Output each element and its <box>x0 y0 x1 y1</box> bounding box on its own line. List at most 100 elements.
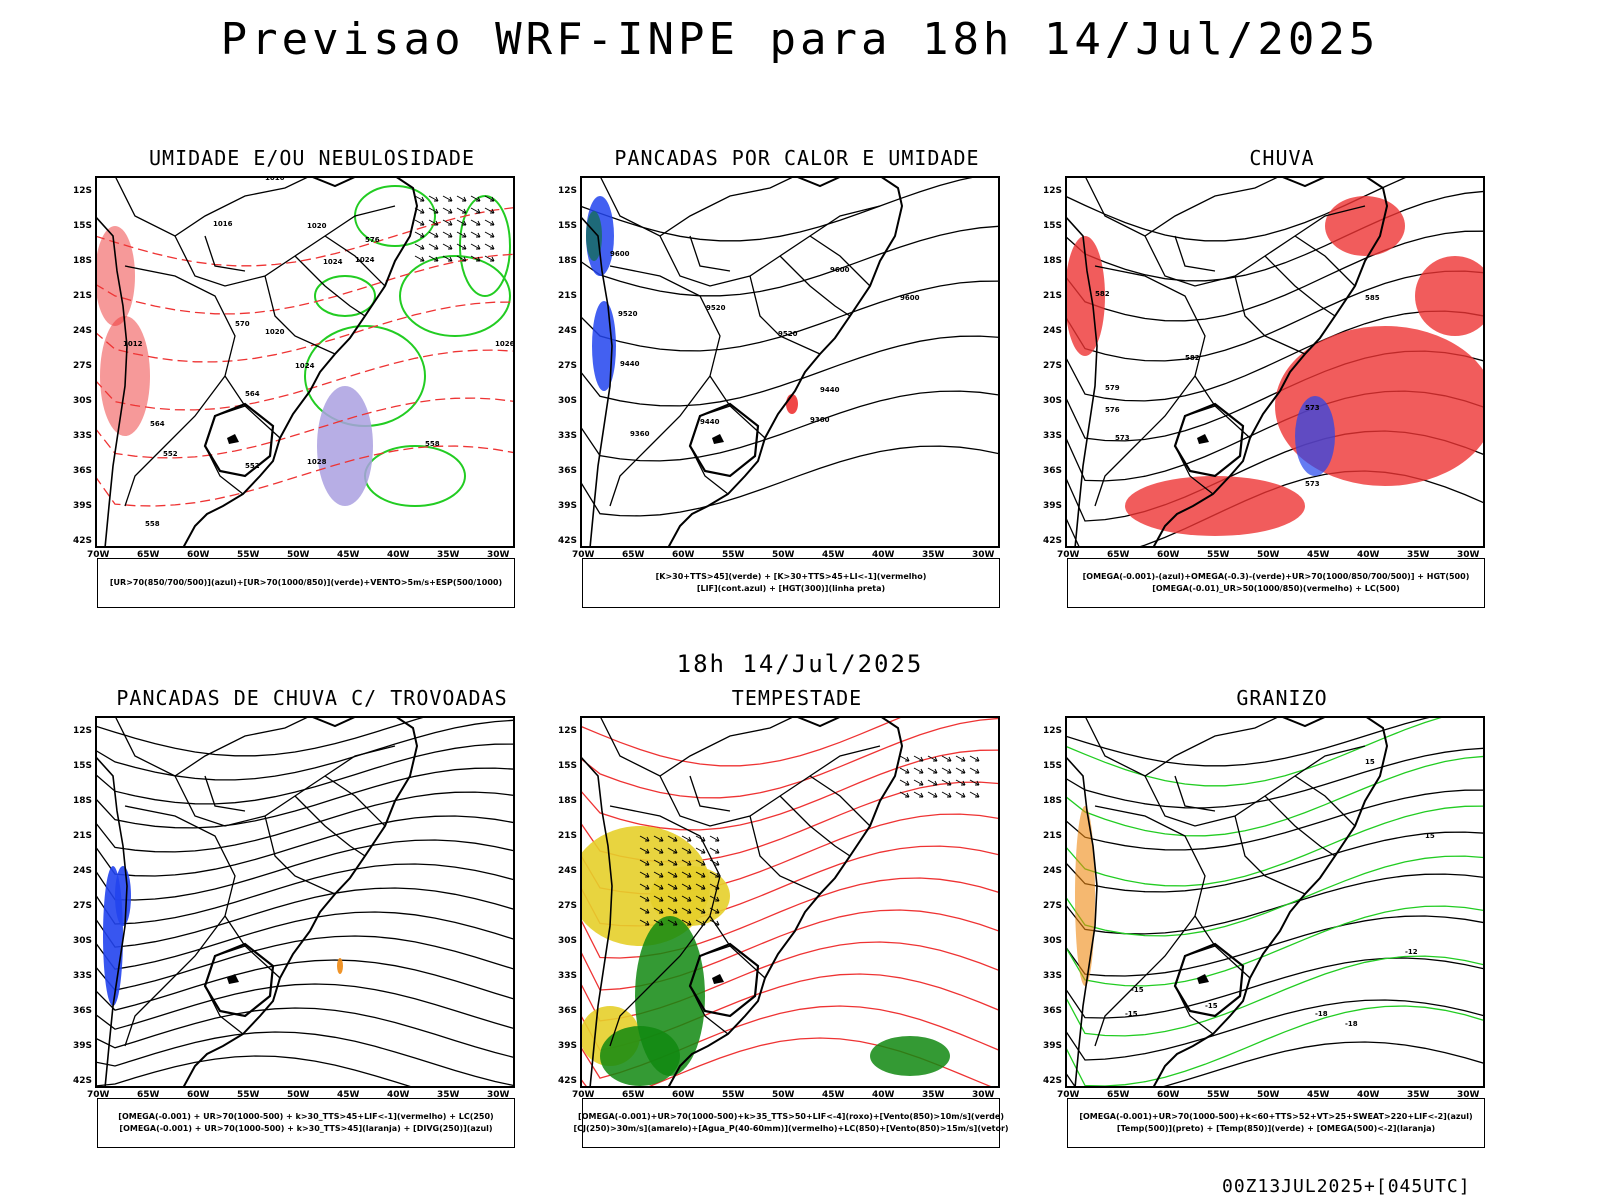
contour-label: 585 <box>1365 294 1380 302</box>
lon-tick-label: 70W <box>87 550 110 560</box>
contour-label: 9520 <box>706 304 726 312</box>
lat-tick-label: 36S <box>73 1006 93 1016</box>
lat-tick-label: 39S <box>1043 501 1063 511</box>
contour-label: 564 <box>245 390 260 398</box>
contour-label: 582 <box>1095 290 1110 298</box>
contour-label: -18 <box>1345 1020 1358 1028</box>
contour-label: 9360 <box>810 416 830 424</box>
contour-label: 1016 <box>213 220 233 228</box>
lon-tick-label: 45W <box>337 1090 360 1100</box>
contour-label: 9520 <box>618 310 638 318</box>
contour-label: 9600 <box>900 294 920 302</box>
contour-label: 1026 <box>495 340 515 348</box>
lat-tick-label: 24S <box>558 866 578 876</box>
lat-tick-label: 39S <box>73 501 93 511</box>
panel-title: TEMPESTADE <box>731 686 863 710</box>
lon-tick-label: 55W <box>1207 550 1230 560</box>
lat-tick-label: 24S <box>1043 866 1063 876</box>
lon-tick-label: 55W <box>1207 1090 1230 1100</box>
lat-tick-label: 12S <box>558 186 578 196</box>
lon-tick-label: 40W <box>872 1090 895 1100</box>
lat-tick-label: 30S <box>73 396 93 406</box>
contour-label: 570 <box>235 320 250 328</box>
contour-label: 573 <box>1305 480 1320 488</box>
legend-line: [OMEGA(-0.01)_UR>50(1000/850)(vermelho) … <box>1152 584 1400 593</box>
lat-tick-label: 24S <box>73 326 93 336</box>
lat-tick-label: 30S <box>1043 936 1063 946</box>
contour-label: -18 <box>1315 1010 1328 1018</box>
contour-label: 1028 <box>307 458 327 466</box>
lat-tick-label: 30S <box>558 936 578 946</box>
contour-label: 9520 <box>778 330 798 338</box>
lat-tick-label: 36S <box>558 466 578 476</box>
lon-tick-label: 60W <box>672 550 695 560</box>
lon-tick-label: 50W <box>287 550 310 560</box>
lon-tick-label: 55W <box>237 550 260 560</box>
contour-label: 576 <box>365 236 380 244</box>
map-granizo: -15 -12 -18 -18 -15 -15 15 15 12S 15S 18S 21S 24S 27S… <box>1043 716 1485 1100</box>
contour-label: 9600 <box>610 250 630 258</box>
legend-box: [K>30+TTS>45](verde) + [K>30+TTS>45+LI<-… <box>582 558 1000 608</box>
lon-tick-label: 30W <box>972 550 995 560</box>
contour-label: -15 <box>1131 986 1144 994</box>
lat-tick-label: 27S <box>73 901 93 911</box>
map-umidade: 1016 1016 1020 1024 1024 1020 1024 1028 1026 1012… <box>73 176 515 560</box>
contour-label: -15 <box>1125 1010 1138 1018</box>
panel-granizo: GRANIZO -15 -12 -18 -18 -15 -15 15 15 12S 15S 18S 2… <box>1043 686 1517 1166</box>
lon-tick-label: 65W <box>622 550 645 560</box>
panel-tempestade: TEMPESTADE 12S 15S 18S 21S 24S 27S 30S 33S 36S 39… <box>558 686 1032 1166</box>
map-canvas: 1016 1016 1020 1024 1024 1020 1024 1028 1026 1012… <box>95 176 515 548</box>
contour-label: -12 <box>1405 948 1418 956</box>
lat-tick-label: 39S <box>1043 1041 1063 1051</box>
contour-label: 1024 <box>295 362 315 370</box>
lon-tick-label: 45W <box>1307 1090 1330 1100</box>
lat-tick-label: 21S <box>558 291 578 301</box>
lon-tick-label: 45W <box>337 550 360 560</box>
lon-tick-label: 45W <box>822 1090 845 1100</box>
lon-tick-label: 60W <box>1157 550 1180 560</box>
panel-title: PANCADAS DE CHUVA C/ TROVOADAS <box>116 686 508 710</box>
lon-tick-label: 30W <box>1457 550 1480 560</box>
lon-tick-label: 40W <box>1357 1090 1380 1100</box>
contour-label: 9600 <box>830 266 850 274</box>
lat-tick-label: 15S <box>558 221 578 231</box>
legend-box: [UR>70(850/700/500)](azul)+[UR>70(1000/8… <box>97 558 515 608</box>
lat-tick-label: 24S <box>558 326 578 336</box>
forecast-time-label: 18h 14/Jul/2025 <box>676 650 924 678</box>
contour-label: 576 <box>1105 406 1120 414</box>
lon-tick-label: 35W <box>922 1090 945 1100</box>
run-stamp: 00Z13JUL2025+[045UTC] <box>1222 1176 1471 1197</box>
lon-tick-label: 60W <box>672 1090 695 1100</box>
lat-tick-label: 33S <box>558 971 578 981</box>
lat-tick-label: 18S <box>558 796 578 806</box>
lat-tick-label: 27S <box>558 361 578 371</box>
lon-tick-label: 30W <box>1457 1090 1480 1100</box>
lat-tick-label: 39S <box>73 1041 93 1051</box>
lon-tick-label: 55W <box>237 1090 260 1100</box>
lat-tick-label: 24S <box>73 866 93 876</box>
map-canvas: 9600 9520 9600 9520 9600 9520 9440 9440 9360 9360… <box>580 176 1000 548</box>
lat-tick-label: 12S <box>558 726 578 736</box>
page-title: Previsao WRF-INPE para 18h 14/Jul/2025 <box>220 14 1380 65</box>
contour-label: 15 <box>1365 758 1375 766</box>
lon-tick-label: 70W <box>1057 550 1080 560</box>
lon-tick-label: 50W <box>1257 1090 1280 1100</box>
map-pancadas-calor: 9600 9520 9600 9520 9600 9520 9440 9440 9360 9360… <box>558 176 1000 560</box>
map-canvas: -15 -12 -18 -18 -15 -15 15 15 <box>1065 716 1485 1088</box>
map-chuva: 582 579 576 573 573 582 585 573 12S 15S 18S 21S 24S 2… <box>1043 176 1485 560</box>
lon-tick-label: 40W <box>387 1090 410 1100</box>
contour-label: 552 <box>163 450 178 458</box>
contour-label: 552 <box>245 462 260 470</box>
lon-tick-label: 60W <box>187 1090 210 1100</box>
lat-tick-label: 27S <box>1043 361 1063 371</box>
lat-tick-label: 42S <box>1043 1076 1063 1086</box>
contour-label: 1012 <box>123 340 143 348</box>
lat-tick-label: 33S <box>558 431 578 441</box>
legend-line: [OMEGA(-0.001) + UR>70(1000-500) + k>30_… <box>118 1112 494 1121</box>
legend-box: [OMEGA(-0.001)-(azul)+OMEGA(-0.3)-(verde… <box>1067 558 1485 608</box>
legend-line: [K>30+TTS>45](verde) + [K>30+TTS>45+LI<-… <box>655 572 927 581</box>
lat-tick-label: 30S <box>73 936 93 946</box>
legend-line: [OMEGA(-0.001)-(azul)+OMEGA(-0.3)-(verde… <box>1082 572 1470 581</box>
legend-line: [OMEGA(-0.001)+UR>70(1000-500)+k>35_TTS>… <box>578 1112 1004 1121</box>
lat-tick-label: 12S <box>1043 726 1063 736</box>
